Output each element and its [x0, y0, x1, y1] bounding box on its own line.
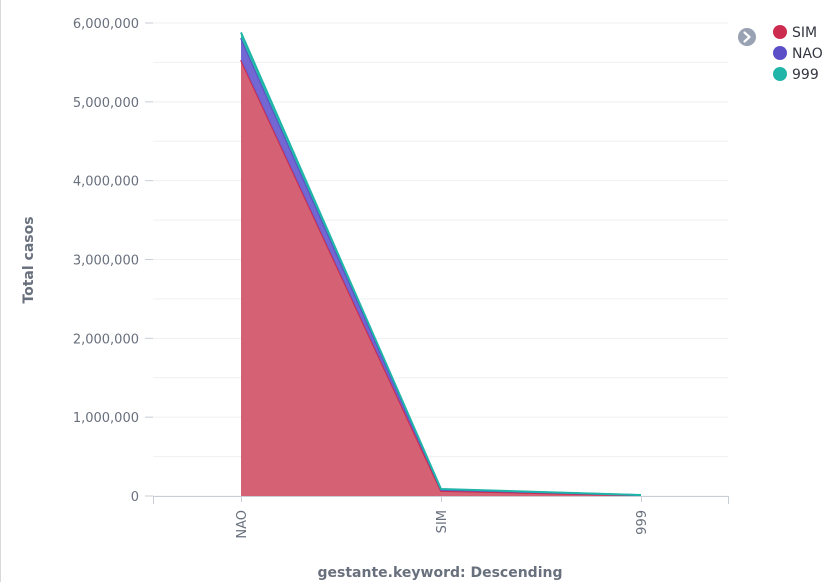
- y-tick-label: 6,000,000: [73, 17, 139, 32]
- legend: SIM NAO 999: [773, 25, 823, 83]
- y-tick-label: 3,000,000: [73, 254, 139, 269]
- grid-lines: [153, 22, 728, 497]
- y-tick-labels: 0 1,000,000 2,000,000 3,000,000 4,000,000 5,0…: [73, 17, 139, 505]
- x-tick-label: 999: [635, 510, 650, 535]
- y-tick-label: 0: [131, 490, 139, 505]
- y-axis-title: Total casos: [21, 216, 37, 303]
- legend-item-sim[interactable]: SIM: [773, 25, 817, 41]
- legend-item-999[interactable]: 999: [773, 67, 819, 83]
- x-axis-title: gestante.keyword: Descending: [318, 565, 563, 581]
- legend-label: NAO: [792, 46, 823, 62]
- y-tick-label: 1,000,000: [73, 411, 139, 426]
- legend-swatch: [773, 46, 787, 60]
- chevron-right-glyph: [743, 31, 751, 43]
- legend-label: SIM: [792, 25, 817, 41]
- legend-label: 999: [792, 67, 819, 83]
- chevron-right-circle-icon[interactable]: [738, 28, 756, 46]
- y-tick-label: 2,000,000: [73, 332, 139, 347]
- line-999: [240, 32, 642, 497]
- legend-item-nao[interactable]: NAO: [773, 46, 823, 62]
- legend-swatch: [773, 67, 787, 81]
- legend-toggle-button[interactable]: [738, 28, 756, 46]
- x-tick-labels: NAO SIM 999: [235, 510, 650, 539]
- legend-swatch: [773, 25, 787, 39]
- y-tick-label: 4,000,000: [73, 175, 139, 190]
- series-areas: [240, 32, 642, 497]
- area-sim[interactable]: [241, 60, 641, 496]
- x-tick-label: SIM: [435, 510, 450, 533]
- axes: [145, 22, 729, 504]
- x-tick-label: NAO: [235, 510, 250, 539]
- y-tick-label: 5,000,000: [73, 96, 139, 111]
